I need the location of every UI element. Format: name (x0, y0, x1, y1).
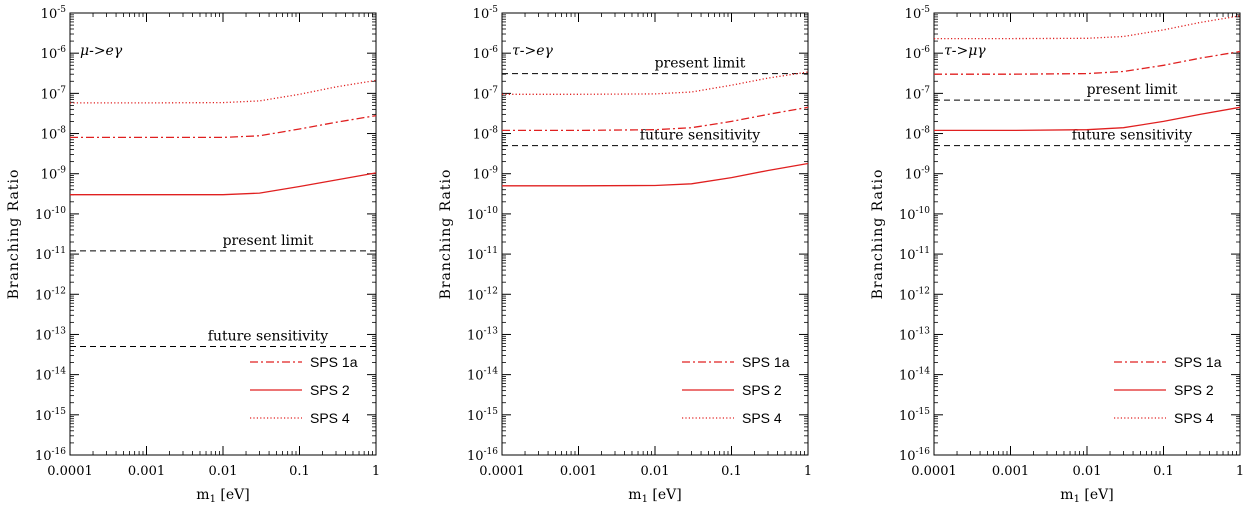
y-tick-label: 10-13 (899, 326, 930, 343)
y-tick-label: 10-16 (35, 447, 66, 464)
reference-label: future sensitivity (1072, 128, 1193, 144)
panel-title: τ->μγ (944, 43, 986, 59)
x-tick-label: 0.0001 (47, 464, 93, 479)
y-axis-label: Branching Ratio (6, 169, 22, 300)
series-line (934, 50, 1241, 75)
series-line (502, 106, 809, 132)
y-tick-label: 10-5 (41, 5, 67, 22)
y-tick-label: 10-11 (35, 246, 66, 263)
legend-label: SPS 2 (1174, 382, 1214, 398)
y-tick-label: 10-15 (467, 407, 498, 424)
series-line (934, 106, 1241, 132)
x-tick-label: 0.01 (641, 464, 670, 479)
y-tick-label: 10-6 (473, 45, 499, 62)
series-line (70, 79, 377, 104)
panel-2: 10-16 10-15 10-14 10-13 10-12 10-11 10-10 10-9 1… (438, 5, 812, 505)
y-tick-label: 10-16 (899, 447, 930, 464)
x-tick-label: 1 (804, 464, 812, 479)
x-tick-label: 0.0001 (911, 464, 957, 479)
series-line (502, 162, 809, 187)
x-tick-label: 0.1 (721, 464, 742, 479)
y-tick-label: 10-7 (905, 85, 931, 102)
y-tick-label: 10-12 (467, 286, 498, 303)
y-tick-label: 10-8 (905, 126, 931, 143)
legend-label: SPS 2 (742, 382, 782, 398)
y-tick-label: 10-5 (905, 5, 931, 22)
x-tick-label: 0.001 (560, 464, 597, 479)
y-axis-label: Branching Ratio (870, 169, 886, 300)
legend-label: SPS 1a (742, 354, 790, 370)
legend-label: SPS 4 (742, 410, 782, 426)
x-tick-label: 0.001 (128, 464, 165, 479)
x-axis-label: m1 [eV] (196, 487, 249, 505)
y-tick-label: 10-9 (41, 166, 67, 183)
y-tick-label: 10-11 (899, 246, 930, 263)
series-line (502, 71, 809, 95)
y-axis-label: Branching Ratio (438, 169, 454, 300)
reference-label: future sensitivity (208, 329, 329, 345)
y-tick-label: 10-14 (35, 367, 66, 384)
y-tick-label: 10-9 (473, 166, 499, 183)
reference-label: present limit (1087, 82, 1178, 98)
x-tick-label: 0.1 (1153, 464, 1174, 479)
y-tick-label: 10-12 (899, 286, 930, 303)
x-tick-label: 1 (1236, 464, 1244, 479)
y-tick-label: 10-14 (899, 367, 930, 384)
y-tick-label: 10-7 (41, 85, 67, 102)
y-tick-label: 10-9 (905, 166, 931, 183)
series-line (70, 114, 377, 139)
x-tick-label: 0.1 (289, 464, 310, 479)
x-tick-label: 1 (372, 464, 380, 479)
y-tick-label: 10-8 (41, 126, 67, 143)
panel-3: 10-16 10-15 10-14 10-13 10-12 10-11 10-10 10-9 1… (870, 5, 1244, 505)
x-tick-label: 0.001 (992, 464, 1029, 479)
panel-title: τ->eγ (512, 43, 553, 59)
y-tick-label: 10-10 (899, 206, 930, 223)
y-tick-label: 10-6 (905, 45, 931, 62)
legend-label: SPS 4 (310, 410, 350, 426)
legend-label: SPS 4 (1174, 410, 1214, 426)
y-tick-label: 10-5 (473, 5, 499, 22)
y-tick-label: 10-16 (467, 447, 498, 464)
legend-label: SPS 1a (1174, 354, 1222, 370)
y-tick-label: 10-8 (473, 126, 499, 143)
y-tick-label: 10-15 (899, 407, 930, 424)
y-tick-label: 10-10 (35, 206, 66, 223)
x-axis-label: m1 [eV] (628, 487, 681, 505)
x-tick-label: 0.0001 (479, 464, 525, 479)
y-tick-label: 10-10 (467, 206, 498, 223)
reference-label: future sensitivity (640, 128, 761, 144)
panel-1: 10-16 10-15 10-14 10-13 10-12 10-11 10-10 10-9 1… (6, 5, 380, 505)
reference-label: present limit (223, 233, 314, 249)
panel-title: μ->eγ (80, 43, 123, 59)
y-tick-label: 10-6 (41, 45, 67, 62)
y-tick-label: 10-11 (467, 246, 498, 263)
legend-label: SPS 1a (310, 354, 358, 370)
x-axis-label: m1 [eV] (1060, 487, 1113, 505)
y-tick-label: 10-13 (467, 326, 498, 343)
x-tick-label: 0.01 (1073, 464, 1102, 479)
x-tick-label: 0.01 (209, 464, 238, 479)
y-tick-label: 10-13 (35, 326, 66, 343)
series-line (70, 172, 377, 196)
y-tick-label: 10-15 (35, 407, 66, 424)
y-tick-label: 10-12 (35, 286, 66, 303)
legend-label: SPS 2 (310, 382, 350, 398)
y-tick-label: 10-14 (467, 367, 498, 384)
y-tick-label: 10-7 (473, 85, 499, 102)
reference-label: present limit (655, 56, 746, 72)
